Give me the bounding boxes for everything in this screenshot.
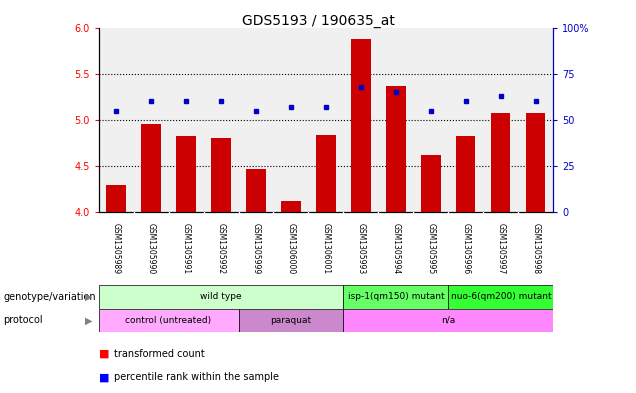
- Bar: [281, 201, 301, 212]
- Text: GSM1305991: GSM1305991: [181, 223, 191, 274]
- Text: GDS5193 / 190635_at: GDS5193 / 190635_at: [242, 14, 394, 28]
- Text: GSM1305992: GSM1305992: [216, 223, 226, 274]
- Text: protocol: protocol: [3, 315, 43, 325]
- Bar: [421, 155, 441, 212]
- Text: transformed count: transformed count: [114, 349, 205, 359]
- Text: GSM1305990: GSM1305990: [146, 223, 156, 274]
- Text: GSM1305989: GSM1305989: [111, 223, 121, 274]
- Text: ■: ■: [99, 372, 109, 382]
- Bar: [141, 125, 161, 212]
- Bar: [176, 136, 196, 212]
- Bar: [491, 114, 511, 212]
- Bar: [386, 86, 406, 212]
- Text: percentile rank within the sample: percentile rank within the sample: [114, 372, 279, 382]
- Text: ■: ■: [99, 349, 109, 359]
- Bar: [99, 285, 343, 309]
- Text: GSM1305999: GSM1305999: [251, 223, 261, 274]
- Bar: [238, 309, 343, 332]
- Text: paraquat: paraquat: [270, 316, 312, 325]
- Text: ▶: ▶: [85, 315, 92, 325]
- Bar: [246, 169, 266, 212]
- Text: n/a: n/a: [441, 316, 455, 325]
- Text: GSM1305996: GSM1305996: [461, 223, 471, 274]
- Bar: [106, 185, 126, 212]
- Bar: [351, 39, 371, 212]
- Bar: [343, 285, 448, 309]
- Bar: [99, 309, 238, 332]
- Text: GSM1305995: GSM1305995: [426, 223, 436, 274]
- Text: isp-1(qm150) mutant: isp-1(qm150) mutant: [348, 292, 444, 301]
- Text: genotype/variation: genotype/variation: [3, 292, 96, 302]
- Text: GSM1306001: GSM1306001: [321, 223, 331, 274]
- Bar: [448, 285, 553, 309]
- Bar: [316, 135, 336, 212]
- Bar: [526, 114, 546, 212]
- Text: nuo-6(qm200) mutant: nuo-6(qm200) mutant: [450, 292, 551, 301]
- Text: control (untreated): control (untreated): [125, 316, 212, 325]
- Text: GSM1305994: GSM1305994: [391, 223, 401, 274]
- Bar: [211, 138, 231, 212]
- Bar: [343, 309, 553, 332]
- Bar: [456, 136, 476, 212]
- Text: wild type: wild type: [200, 292, 242, 301]
- Text: GSM1305998: GSM1305998: [531, 223, 541, 274]
- Text: GSM1305993: GSM1305993: [356, 223, 366, 274]
- Text: GSM1305997: GSM1305997: [496, 223, 506, 274]
- Text: ▶: ▶: [85, 292, 92, 302]
- Text: GSM1306000: GSM1306000: [286, 223, 296, 274]
